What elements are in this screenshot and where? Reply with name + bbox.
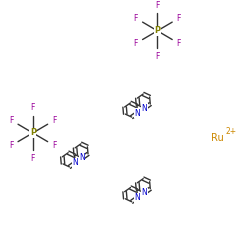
Text: N: N (142, 104, 147, 113)
Text: N: N (72, 158, 78, 167)
Text: N: N (135, 108, 140, 118)
Text: F: F (52, 141, 56, 150)
Text: N: N (142, 188, 147, 197)
Text: P: P (154, 26, 160, 35)
Text: F: F (177, 14, 181, 23)
Text: F: F (155, 52, 160, 60)
Text: N: N (79, 154, 85, 162)
Text: F: F (155, 1, 160, 10)
Text: F: F (52, 116, 56, 125)
Text: P: P (30, 128, 36, 138)
Text: N: N (135, 193, 140, 202)
Text: F: F (134, 39, 138, 48)
Text: F: F (9, 141, 14, 150)
Text: F: F (9, 116, 14, 125)
Text: F: F (134, 14, 138, 23)
Text: Ru: Ru (211, 133, 224, 143)
Text: F: F (31, 154, 35, 163)
Text: F: F (177, 39, 181, 48)
Text: F: F (31, 103, 35, 112)
Text: 2+: 2+ (225, 127, 236, 136)
